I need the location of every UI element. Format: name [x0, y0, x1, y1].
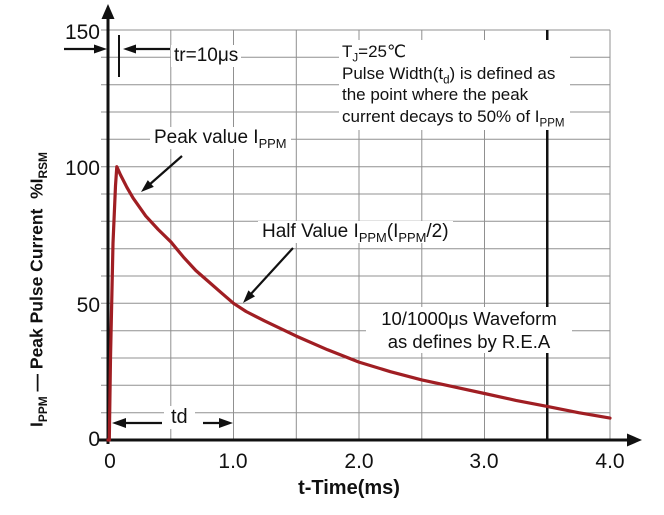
- waveform-line1: 10/1000μs Waveform: [381, 308, 557, 329]
- half-annotation-arrow-head: [243, 290, 255, 303]
- td-annotation: td: [164, 406, 195, 429]
- tr-arrow-right-head: [94, 44, 107, 54]
- peak-annotation-arrow-head: [141, 180, 154, 192]
- peak-annotation-arrow-line: [148, 155, 183, 186]
- tr-arrow-left-head: [123, 44, 136, 54]
- y-tick-0: 0: [88, 428, 100, 451]
- pulse-width-line2: the point where the peak: [342, 85, 529, 104]
- x-tick-3: 3.0: [469, 450, 499, 473]
- pulse-width-line1: Pulse Width(td) is defined as: [342, 63, 556, 86]
- waveform-line2: as defines by R.E.A: [387, 331, 551, 352]
- td-arrow-right-head: [219, 418, 233, 428]
- half-annotation-arrow-line: [249, 247, 294, 296]
- x-axis-title: t-Time(ms): [298, 477, 400, 499]
- x-tick-4: 4.0: [595, 450, 625, 473]
- pulse-width-definition-note: TJ=25℃ Pulse Width(td) is defined as the…: [339, 40, 570, 130]
- x-tick-1: 1.0: [218, 450, 248, 473]
- y-tick-100: 100: [64, 157, 100, 180]
- pulse-width-line3: current decays to 50% of IPPM: [342, 106, 565, 129]
- td-arrow-left-head: [112, 418, 126, 428]
- y-axis-arrowhead: [101, 4, 115, 19]
- y-tick-150: 150: [64, 21, 100, 44]
- half-value-annotation: Half Value IPPM(IPPM/2): [258, 221, 453, 244]
- peak-value-annotation: Peak value IPPM: [150, 127, 291, 150]
- pulse-current-curve: [106, 165, 612, 442]
- x-tick-2: 2.0: [344, 450, 374, 473]
- y-tick-50: 50: [76, 294, 100, 317]
- waveform-standard-note: 10/1000μs Waveform as defines by R.E.A: [366, 307, 572, 353]
- tj-line: TJ=25℃: [342, 42, 407, 65]
- x-axis-arrowhead: [627, 433, 642, 447]
- y-axis-title: IPPM — Peak Pulse Current %IRSM: [26, 152, 51, 427]
- tr-annotation: tr=10μs: [171, 45, 242, 67]
- x-tick-0: 0: [104, 450, 116, 473]
